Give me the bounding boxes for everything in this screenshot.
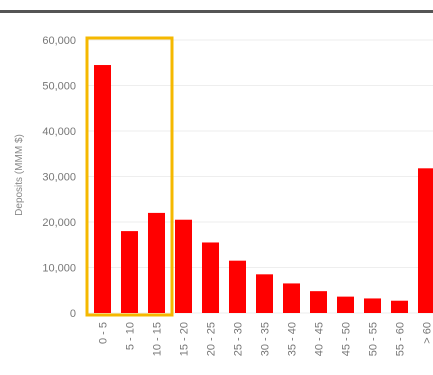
bar xyxy=(121,231,138,313)
bar xyxy=(256,274,273,313)
bar xyxy=(364,298,381,313)
x-tick-label: 10 - 15 xyxy=(152,322,164,356)
bar xyxy=(202,242,219,313)
y-tick-label: 30,000 xyxy=(42,172,76,184)
x-tick-label: 35 - 40 xyxy=(287,322,299,356)
x-tick-label: 25 - 30 xyxy=(233,322,245,356)
y-tick-label: 10,000 xyxy=(42,263,76,275)
bar xyxy=(94,65,111,314)
bar xyxy=(310,291,327,313)
gridlines xyxy=(88,39,433,314)
x-tick-label: 15 - 20 xyxy=(179,322,191,356)
x-tick-label: 55 - 60 xyxy=(395,322,407,356)
x-tick-label: 40 - 45 xyxy=(314,322,326,356)
x-tick-label: 20 - 25 xyxy=(206,322,218,356)
y-tick-label: 20,000 xyxy=(42,217,76,229)
bar xyxy=(391,300,408,313)
x-tick-label: 45 - 50 xyxy=(341,322,353,356)
y-axis-ticks: 0 10,000 20,000 30,000 40,000 50,000 60,000 xyxy=(42,35,76,320)
x-tick-label: > 60 xyxy=(422,322,433,344)
x-tick-label: 50 - 55 xyxy=(368,322,380,356)
y-tick-label: 0 xyxy=(70,308,76,320)
x-tick-label: 0 - 5 xyxy=(98,322,110,344)
bar xyxy=(283,283,300,313)
bar xyxy=(337,296,354,313)
highlight-box xyxy=(85,36,174,317)
bar xyxy=(418,168,433,313)
top-rule xyxy=(0,0,433,13)
bars xyxy=(94,65,433,314)
y-tick-label: 60,000 xyxy=(42,35,76,47)
bar xyxy=(175,219,192,313)
x-tick-label: 5 - 10 xyxy=(125,322,137,350)
bar xyxy=(229,260,246,313)
x-tick-label: 30 - 35 xyxy=(260,322,272,356)
x-axis-ticks: 0 - 5 5 - 10 10 - 15 15 - 20 20 - 25 25 - 30 3… xyxy=(98,322,433,356)
y-tick-label: 50,000 xyxy=(42,81,76,93)
y-tick-label: 40,000 xyxy=(42,126,76,138)
y-axis-label: Deposits (MMM $) xyxy=(14,134,25,216)
bar xyxy=(148,212,165,313)
